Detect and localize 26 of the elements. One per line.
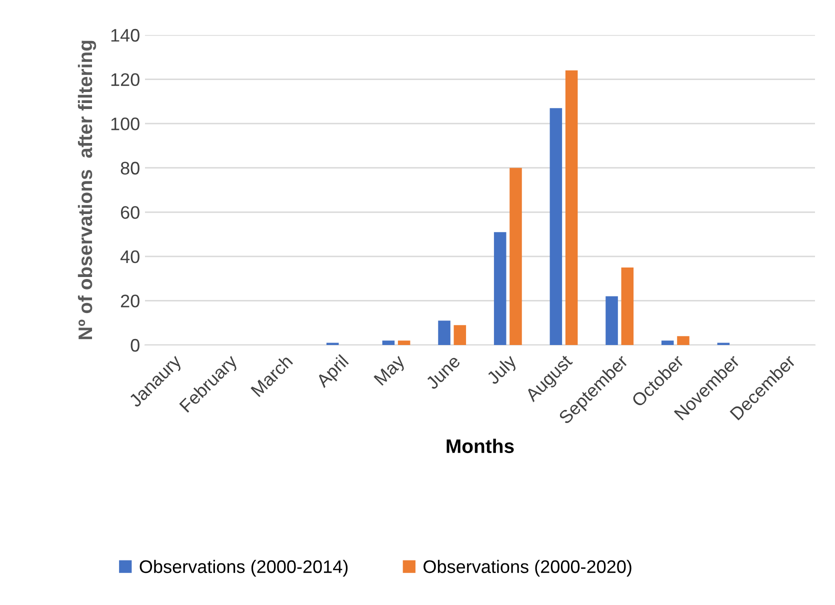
y-tick-label: 0 <box>130 338 140 352</box>
bar <box>454 325 466 345</box>
bar <box>621 268 634 345</box>
x-tick-label: May <box>374 354 408 388</box>
y-tick-label: 60 <box>120 206 140 219</box>
x-axis-title: Months <box>446 438 514 454</box>
bar <box>494 232 506 345</box>
bar <box>661 340 674 345</box>
y-tick-label: 20 <box>120 294 140 308</box>
y-tick-label: 80 <box>120 162 140 175</box>
bar <box>565 70 578 345</box>
bar <box>438 320 450 345</box>
bar <box>398 340 410 345</box>
y-tick-label: 120 <box>111 73 140 86</box>
bar <box>550 108 562 345</box>
y-axis-title: Nº of observations after filtering <box>78 40 96 340</box>
bar <box>606 296 618 345</box>
y-tick-label: 100 <box>111 118 140 130</box>
bar <box>382 340 395 345</box>
y-tick-label: 140 <box>111 28 140 42</box>
legend-label: Observations (2000-2014) <box>140 560 348 577</box>
y-tick-label: 40 <box>120 250 140 264</box>
bar <box>677 336 690 345</box>
bar <box>510 168 522 345</box>
x-tick-label: July <box>485 353 520 388</box>
legend-label: Observations (2000-2020) <box>424 560 632 577</box>
